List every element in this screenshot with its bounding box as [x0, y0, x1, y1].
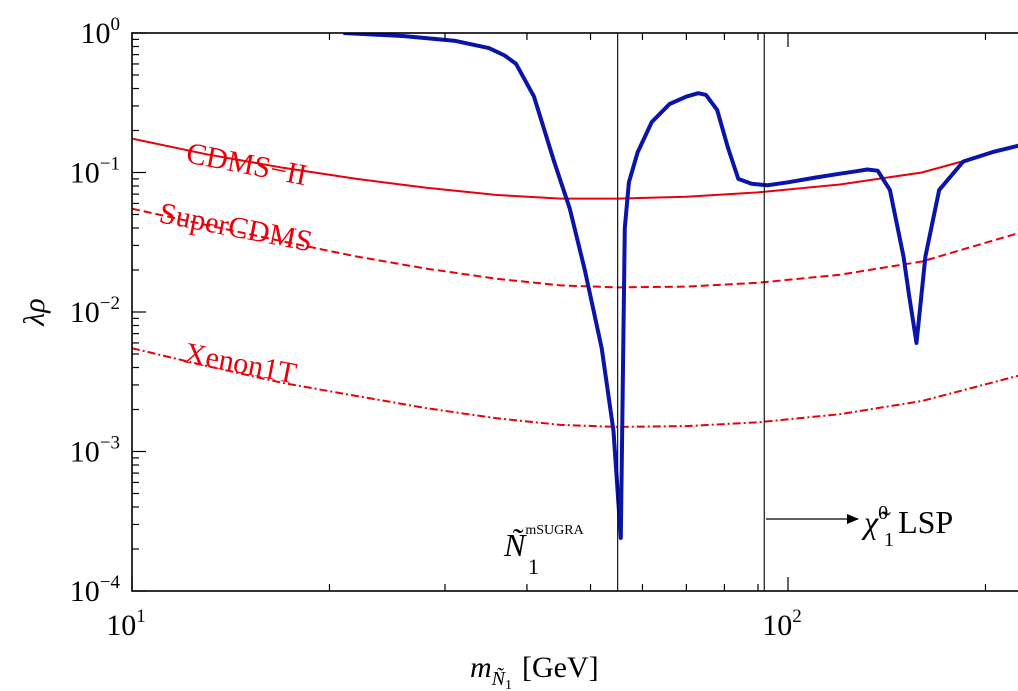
y-tick-label: 100: [81, 14, 121, 50]
lsp-annotation: χ̃0 LSP: [861, 502, 953, 540]
y-tick-label: 10−3: [70, 433, 120, 469]
nmsugra-annotation-sub: 1: [528, 554, 539, 579]
series-line-3: [343, 33, 1018, 540]
x-axis-label: mÑ1[GeV]: [470, 651, 599, 691]
nmsugra-annotation: ÑmSUGRA: [503, 523, 585, 563]
xenon1t-label: Xenon1T: [182, 336, 300, 390]
lsp-annotation-sub: 1: [884, 529, 894, 551]
x-tick-labels: 101 102: [106, 606, 802, 642]
y-tick-labels: 100 10−1 10−2 10−3 10−4: [70, 14, 121, 608]
series-line-0: [132, 137, 1018, 200]
tick-marks: [131, 32, 987, 592]
y-axis-label: λρ: [18, 298, 51, 326]
y-tick-label: 10−2: [70, 293, 120, 329]
y-tick-label: 10−1: [70, 154, 120, 190]
x-tick-label: 101: [106, 606, 146, 642]
series-line-1: [132, 207, 1018, 289]
vertical-lines: [617, 33, 765, 591]
series-line-2: [132, 347, 1018, 428]
series-layer: [132, 33, 1018, 540]
cdms-ii-label: CDMS−II: [184, 136, 310, 192]
supercdms-label: SuperCDMS: [157, 196, 315, 258]
x-tick-label: 102: [762, 606, 802, 642]
y-tick-label: 10−4: [70, 572, 121, 608]
